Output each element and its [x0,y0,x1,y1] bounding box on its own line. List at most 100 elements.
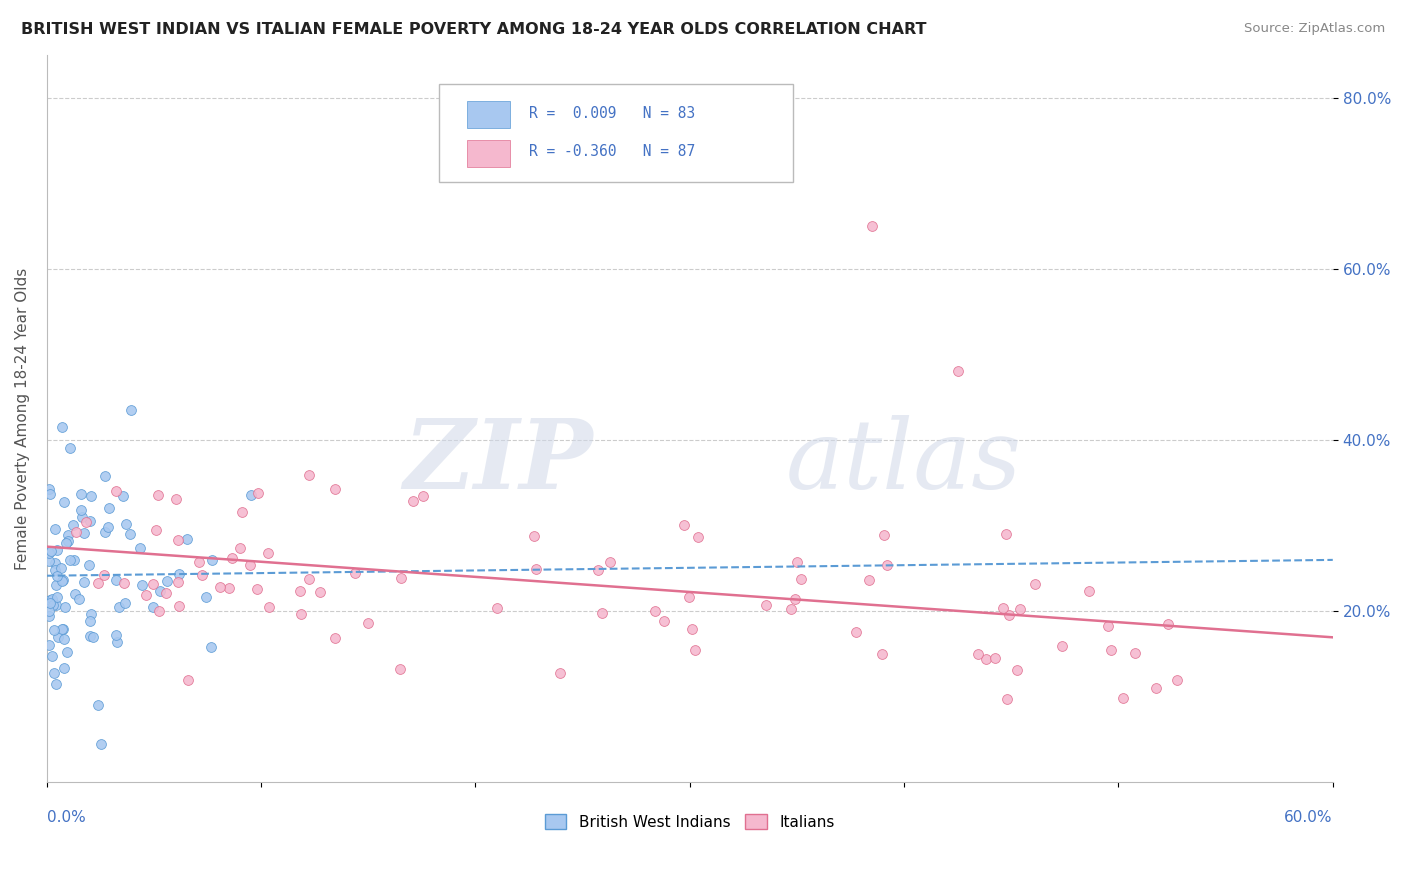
Point [785,591,807,606]
Point [402,494,425,508]
Point [46,631,69,645]
Point [167,575,190,590]
Point [239,558,262,573]
Point [591,606,613,620]
Text: 0.0%: 0.0% [46,810,86,824]
FancyBboxPatch shape [439,84,793,182]
Point [105,573,128,587]
Point [200,640,222,654]
Point [1157,617,1180,632]
Point [129,541,152,555]
Point [209,580,232,594]
Point [323,482,346,496]
Text: R =  0.009   N = 83: R = 0.009 N = 83 [529,106,695,121]
Point [131,578,153,592]
Point [63,552,86,566]
Point [754,598,776,612]
Point [44,523,66,537]
Point [41,648,63,663]
Point [524,562,547,576]
Point [221,551,243,566]
Point [46,590,69,604]
Text: ZIP: ZIP [404,415,593,509]
Text: BRITISH WEST INDIAN VS ITALIAN FEMALE POVERTY AMONG 18-24 YEAR OLDS CORRELATION : BRITISH WEST INDIAN VS ITALIAN FEMALE PO… [21,22,927,37]
Point [148,604,170,618]
Point [52,573,75,587]
Point [991,601,1014,615]
Point [247,486,270,500]
Point [38,546,60,560]
Point [104,483,127,498]
Point [177,673,200,687]
Point [97,520,120,534]
Point [644,603,666,617]
Point [681,622,703,636]
Point [90,737,112,751]
Point [72,526,94,541]
Point [485,601,508,615]
Point [120,402,142,417]
Point [984,650,1007,665]
Point [93,568,115,582]
Point [79,615,101,629]
Point [51,622,73,636]
Point [297,572,319,586]
Point [156,574,179,588]
Point [678,590,700,604]
Point [246,582,269,596]
Point [105,628,128,642]
Point [75,515,97,529]
Point [876,558,898,572]
Point [80,489,103,503]
Text: Source: ZipAtlas.com: Source: ZipAtlas.com [1244,22,1385,36]
Point [41,591,63,606]
Point [59,553,82,567]
Point [52,495,75,509]
Point [105,635,128,649]
Point [42,598,65,612]
Legend: British West Indians, Italians: British West Indians, Italians [538,808,841,836]
Point [389,662,412,676]
Point [142,600,165,615]
Point [44,556,66,570]
Point [1024,577,1046,591]
Y-axis label: Female Poverty Among 18-24 Year Olds: Female Poverty Among 18-24 Year Olds [15,268,30,569]
Point [55,535,77,549]
Point [108,600,131,615]
Point [65,524,87,539]
Point [357,615,380,630]
Point [308,585,330,599]
Point [70,487,93,501]
Point [288,583,311,598]
Point [229,541,252,555]
Point [142,577,165,591]
Point [1099,643,1122,657]
Point [51,574,73,589]
Point [51,420,73,434]
Point [93,524,115,539]
Point [344,566,367,581]
Point [53,599,76,614]
Point [97,501,120,516]
Point [1144,681,1167,696]
Point [974,652,997,666]
Point [966,647,988,661]
Point [686,530,709,544]
Point [167,599,190,614]
FancyBboxPatch shape [467,102,509,128]
Point [86,575,108,590]
Point [654,614,676,628]
Point [79,514,101,528]
Point [149,584,172,599]
Point [115,516,138,531]
Point [56,533,79,548]
Point [167,533,190,547]
Point [38,604,60,618]
Point [1097,619,1119,633]
Point [257,546,280,560]
Point [46,543,69,558]
Point [1005,664,1028,678]
Point [52,623,75,637]
Point [44,563,66,577]
Point [845,625,868,640]
